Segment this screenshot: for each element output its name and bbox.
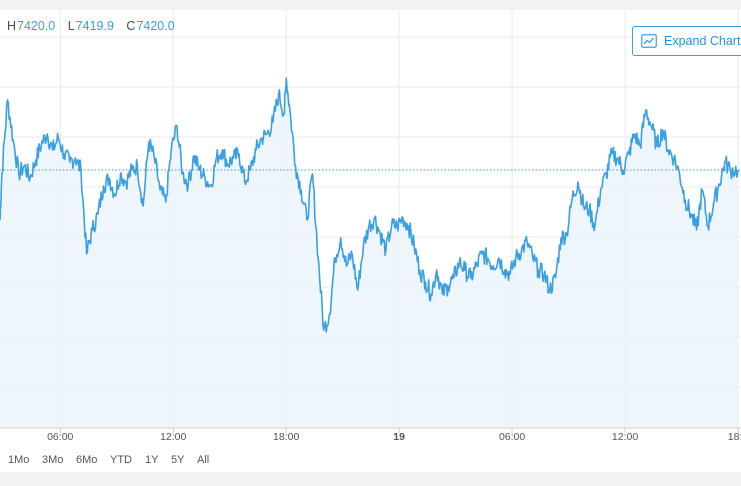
expand-chart-button[interactable]: Expand Chart — [632, 26, 741, 56]
x-tick-label: 12:00 — [160, 431, 186, 443]
range-button-ytd[interactable]: YTD — [110, 454, 132, 466]
x-tick-label: 12:00 — [612, 431, 638, 443]
price-area — [0, 77, 739, 428]
ohlc-readout: H7420.0 L7419.9 C7420.0 — [7, 19, 184, 33]
range-button-1mo[interactable]: 1Mo — [8, 454, 30, 466]
close-value: 7420.0 — [136, 19, 175, 33]
range-button-1y[interactable]: 1Y — [145, 454, 159, 466]
range-button-5y[interactable]: 5Y — [171, 454, 185, 466]
close-key: C — [126, 19, 136, 33]
low-key: L — [67, 19, 75, 33]
x-tick-label: 06:00 — [499, 431, 525, 443]
bottom-strip — [0, 472, 741, 486]
range-button-all[interactable]: All — [197, 454, 210, 466]
range-button-6mo[interactable]: 6Mo — [76, 454, 98, 466]
chart-panel: 06:00 12:00 18:00 19 06:00 12:00 18:0 H7420.0 … — [0, 10, 741, 472]
range-button-3mo[interactable]: 3Mo — [42, 454, 64, 466]
x-tick-label: 18:0 — [728, 431, 741, 443]
series-area-fill — [0, 78, 738, 428]
high-value: 7420.0 — [17, 19, 56, 33]
x-tick-label: 19 — [393, 431, 405, 443]
expand-chart-label: Expand Chart — [664, 34, 741, 48]
low-value: 7419.9 — [75, 19, 114, 33]
price-chart[interactable]: 06:00 12:00 18:00 19 06:00 12:00 18:0 — [0, 10, 741, 472]
x-axis: 06:00 12:00 18:00 19 06:00 12:00 18:0 — [0, 427, 741, 443]
chart-icon — [641, 34, 657, 48]
series-line — [0, 77, 739, 333]
high-key: H — [7, 19, 17, 33]
x-tick-label: 06:00 — [47, 431, 73, 443]
x-tick-label: 18:00 — [273, 431, 299, 443]
